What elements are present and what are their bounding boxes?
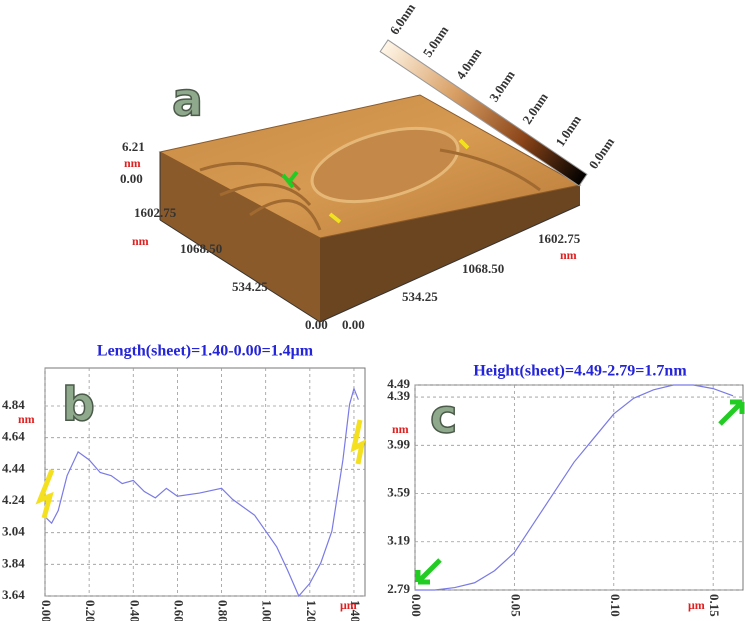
colorbar-label: 2.0nm — [519, 90, 551, 127]
right-unit: nm — [560, 248, 577, 262]
x-unit: μm — [688, 598, 705, 612]
right-tick-label: 534.25 — [402, 289, 438, 304]
x-tick-label: 0.60 — [171, 600, 186, 621]
y-tick-label: 3.84 — [2, 555, 25, 570]
x-tick-label: 1.00 — [260, 600, 275, 621]
colorbar-label: 0.0nm — [585, 135, 617, 172]
profile-line — [415, 385, 733, 590]
x-unit: μm — [340, 598, 357, 612]
left-unit: nm — [132, 234, 149, 248]
z-tick-label: 0.00 — [120, 171, 143, 186]
y-tick-label: 3.04 — [2, 524, 25, 539]
right-tick-label: 0.00 — [342, 317, 365, 332]
afm-3d-image — [160, 40, 587, 322]
y-tick-label: 3.59 — [387, 485, 410, 500]
x-tick-label: 0.40 — [127, 600, 142, 621]
marker-arrow — [720, 402, 742, 424]
y-tick-label: 3.19 — [387, 533, 410, 548]
x-tick-label: 1.20 — [304, 600, 319, 621]
chart-title: Length(sheet)=1.40-0.00=1.4μm — [97, 343, 314, 360]
x-tick-label: 0.20 — [83, 600, 98, 621]
marker-arrow — [40, 470, 52, 518]
right-tick-label: 1602.75 — [538, 231, 581, 246]
y-tick-label: 2.79 — [387, 581, 410, 596]
colorbar-label: 3.0nm — [486, 67, 518, 104]
y-tick-label: 4.49 — [387, 376, 410, 391]
colorbar-label: 6.0nm — [387, 0, 419, 37]
x-tick-label: 0.10 — [608, 594, 623, 617]
y-unit: nm — [18, 412, 35, 426]
colorbar-label: 1.0nm — [552, 112, 584, 149]
y-tick-label: 3.64 — [2, 587, 25, 602]
plot-area — [415, 385, 743, 590]
x-tick-label: 0.00 — [39, 600, 54, 621]
colorbar-label: 4.0nm — [453, 45, 485, 82]
marker-arrow — [418, 560, 440, 582]
z-tick-label: 6.21 — [122, 139, 145, 154]
marker-arrow — [354, 420, 362, 464]
left-tick-label: 1602.75 — [134, 205, 177, 220]
left-tick-label: 534.25 — [232, 279, 268, 294]
colorbar-label: 5.0nm — [420, 23, 452, 60]
y-tick-label: 4.24 — [2, 492, 25, 507]
chart-title: Height(sheet)=4.49-2.79=1.7nm — [473, 363, 687, 380]
panel-letter: a — [172, 73, 203, 127]
x-tick-label: 0.00 — [409, 594, 424, 617]
y-tick-label: 4.84 — [2, 397, 25, 412]
y-tick-label: 4.44 — [2, 460, 25, 475]
y-tick-label: 4.64 — [2, 429, 25, 444]
z-unit: nm — [124, 156, 141, 170]
right-tick-label: 1068.50 — [462, 261, 504, 276]
left-tick-label: 0.00 — [305, 317, 328, 332]
left-tick-label: 1068.50 — [180, 241, 222, 256]
panel-letter: b — [62, 378, 95, 432]
figure: a 6.21 nm 0.00 1602.75 nm 1068.50 534.25… — [0, 0, 745, 621]
y-tick-label: 3.99 — [387, 436, 410, 451]
panel-letter: c — [430, 390, 457, 444]
x-tick-label: 0.80 — [216, 600, 231, 621]
x-tick-label: 0.05 — [508, 594, 523, 617]
y-unit: nm — [392, 422, 409, 436]
x-tick-label: 0.15 — [707, 594, 722, 617]
